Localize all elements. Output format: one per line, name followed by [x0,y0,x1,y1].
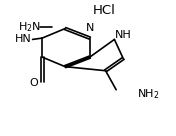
Text: N: N [86,23,94,33]
Text: NH: NH [115,30,132,40]
Text: H$_2$N: H$_2$N [18,20,41,34]
Text: O: O [29,78,38,88]
Text: HN: HN [14,34,31,44]
Text: HCl: HCl [92,4,115,17]
Text: NH$_2$: NH$_2$ [137,87,160,101]
